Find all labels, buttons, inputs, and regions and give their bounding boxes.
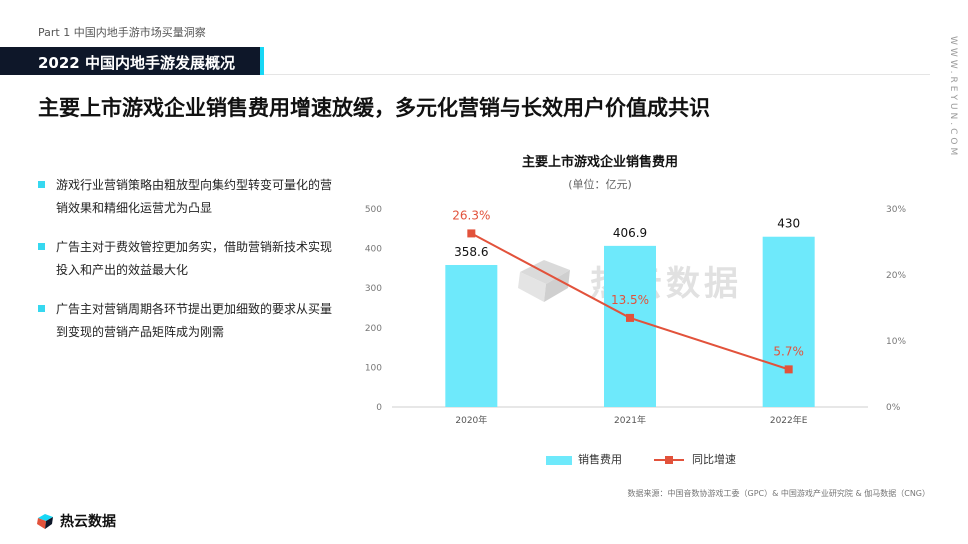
bullet-text: 游戏行业营销策略由粗放型向集约型转变可量化的营销效果和精细化运营尤为凸显 xyxy=(56,178,333,215)
x-tick-label: 2021年 xyxy=(614,414,646,426)
legend-item-line: 同比增速 xyxy=(654,451,736,467)
section-title: 2022 中国内地手游发展概况 xyxy=(38,54,235,72)
bar-data-label: 358.6 xyxy=(454,245,488,259)
bar xyxy=(604,245,656,407)
x-tick-label: 2022年E xyxy=(770,414,808,426)
y-tick-label: 200 xyxy=(365,324,382,334)
y-tick-label: 100 xyxy=(365,363,382,373)
bar-data-label: 430 xyxy=(777,217,800,231)
line-data-label: 5.7% xyxy=(773,344,804,358)
bullet-square-icon xyxy=(38,243,45,250)
line-point xyxy=(626,313,634,322)
source-note: 数据来源：中国音数协游戏工委（GPC）& 中国游戏产业研究院 & 伽马数据（CN… xyxy=(627,489,930,498)
y2-tick-label: 30% xyxy=(886,205,906,215)
line-data-label: 26.3% xyxy=(452,208,490,222)
y2-tick-label: 10% xyxy=(886,337,906,347)
breadcrumb: Part 1 中国内地手游市场买量洞察 xyxy=(38,26,206,39)
chart: 0 100 200 300 400 500 0% 10% 20% 30% 358.6 2020年 406… xyxy=(365,205,907,426)
x-tick-label: 2020年 xyxy=(455,414,487,426)
bullet-square-icon xyxy=(38,305,45,312)
legend-bar-label: 销售费用 xyxy=(578,453,622,466)
legend-item-bar: 销售费用 xyxy=(546,451,622,467)
brand-logo-icon xyxy=(37,514,53,529)
bullet-item: 游戏行业营销策略由粗放型向集约型转变可量化的营销效果和精细化运营尤为凸显 xyxy=(38,174,338,220)
y2-tick-label: 0% xyxy=(886,403,901,413)
chart-subtitle: (单位：亿元) xyxy=(568,178,632,191)
y-tick-label: 300 xyxy=(365,284,382,294)
bar xyxy=(445,264,498,407)
section-accent xyxy=(260,47,264,75)
y-tick-label: 400 xyxy=(365,245,382,255)
side-url: WWW.REYUN.COM xyxy=(948,36,958,159)
bar xyxy=(762,236,815,407)
legend-line-swatch xyxy=(654,456,684,464)
page-title: 主要上市游戏企业销售费用增速放缓，多元化营销与长效用户价值成共识 xyxy=(38,96,710,120)
brand-logo-text: 热云数据 xyxy=(60,514,116,530)
line-point xyxy=(467,229,476,238)
bullet-text: 广告主对营销周期各环节提出更加细致的要求从买量到变现的营销产品矩阵成为刚需 xyxy=(56,302,333,339)
bullet-text: 广告主对于费效管控更加务实，借助营销新技术实现投入和产出的效益最大化 xyxy=(56,240,333,277)
y2-tick-label: 20% xyxy=(886,271,906,281)
legend-line-label: 同比增速 xyxy=(692,453,736,466)
y-tick-label: 500 xyxy=(365,205,382,215)
bullet-square-icon xyxy=(38,181,45,188)
header-divider xyxy=(264,74,930,75)
bullet-item: 广告主对营销周期各环节提出更加细致的要求从买量到变现的营销产品矩阵成为刚需 xyxy=(38,298,338,344)
line-point xyxy=(784,365,793,374)
bar-data-label: 406.9 xyxy=(613,226,647,240)
line-data-label: 13.5% xyxy=(611,293,649,307)
section-title-bar: 2022 中国内地手游发展概况 xyxy=(0,47,264,75)
bullet-item: 广告主对于费效管控更加务实，借助营销新技术实现投入和产出的效益最大化 xyxy=(38,236,338,282)
bullet-list: 游戏行业营销策略由粗放型向集约型转变可量化的营销效果和精细化运营尤为凸显 广告主… xyxy=(38,174,338,360)
chart-title: 主要上市游戏企业销售费用 xyxy=(521,155,678,170)
y-tick-label: 0 xyxy=(376,403,382,413)
legend-bar-swatch xyxy=(546,455,572,465)
